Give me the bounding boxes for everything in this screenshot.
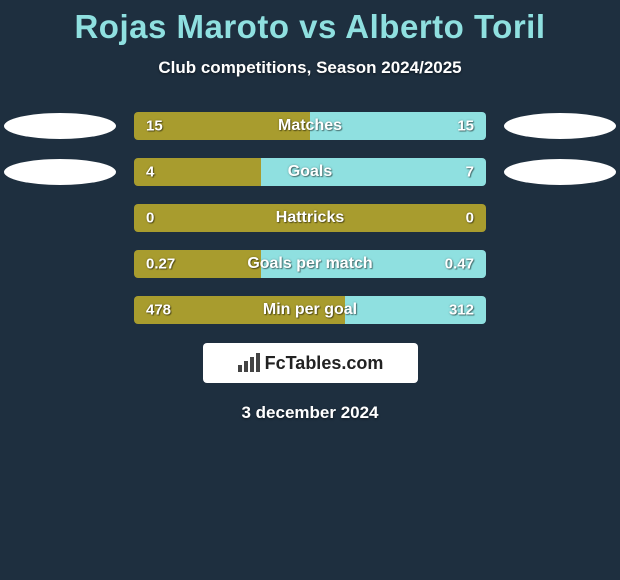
value-right: 7 (466, 164, 474, 181)
comparison-title: Rojas Maroto vs Alberto Toril (0, 0, 620, 46)
stat-label: Hattricks (276, 209, 344, 227)
value-right: 15 (457, 118, 474, 135)
player-left-ellipse (4, 113, 116, 139)
stat-bar: 478 312 Min per goal (134, 296, 486, 324)
season-subtitle: Club competitions, Season 2024/2025 (0, 58, 620, 78)
stat-bar: 4 7 Goals (134, 158, 486, 186)
logo: FcTables.com (237, 353, 384, 374)
stat-row: 0.27 0.47 Goals per match (0, 241, 620, 287)
player-right-ellipse (504, 113, 616, 139)
stat-label: Goals per match (247, 255, 372, 273)
value-right: 0.47 (445, 256, 474, 273)
value-left: 15 (146, 118, 163, 135)
barchart-icon (237, 353, 261, 373)
logo-box: FcTables.com (203, 343, 418, 383)
value-left: 478 (146, 302, 171, 319)
stat-label: Min per goal (263, 301, 357, 319)
value-right: 0 (466, 210, 474, 227)
stat-label: Matches (278, 117, 342, 135)
player-left-ellipse (4, 159, 116, 185)
stat-row: 0 0 Hattricks (0, 195, 620, 241)
value-left: 0.27 (146, 256, 175, 273)
comparison-chart: 15 15 Matches 4 7 Goals 0 0 Hattricks 0.27 0.47 Goa… (0, 103, 620, 333)
stat-row: 478 312 Min per goal (0, 287, 620, 333)
snapshot-date: 3 december 2024 (0, 403, 620, 423)
value-left: 0 (146, 210, 154, 227)
value-right: 312 (449, 302, 474, 319)
stat-row: 15 15 Matches (0, 103, 620, 149)
stat-row: 4 7 Goals (0, 149, 620, 195)
player-right-ellipse (504, 159, 616, 185)
stat-label: Goals (288, 163, 332, 181)
value-left: 4 (146, 164, 154, 181)
logo-text: FcTables.com (265, 353, 384, 374)
stat-bar: 15 15 Matches (134, 112, 486, 140)
stat-bar: 0.27 0.47 Goals per match (134, 250, 486, 278)
stat-bar: 0 0 Hattricks (134, 204, 486, 232)
